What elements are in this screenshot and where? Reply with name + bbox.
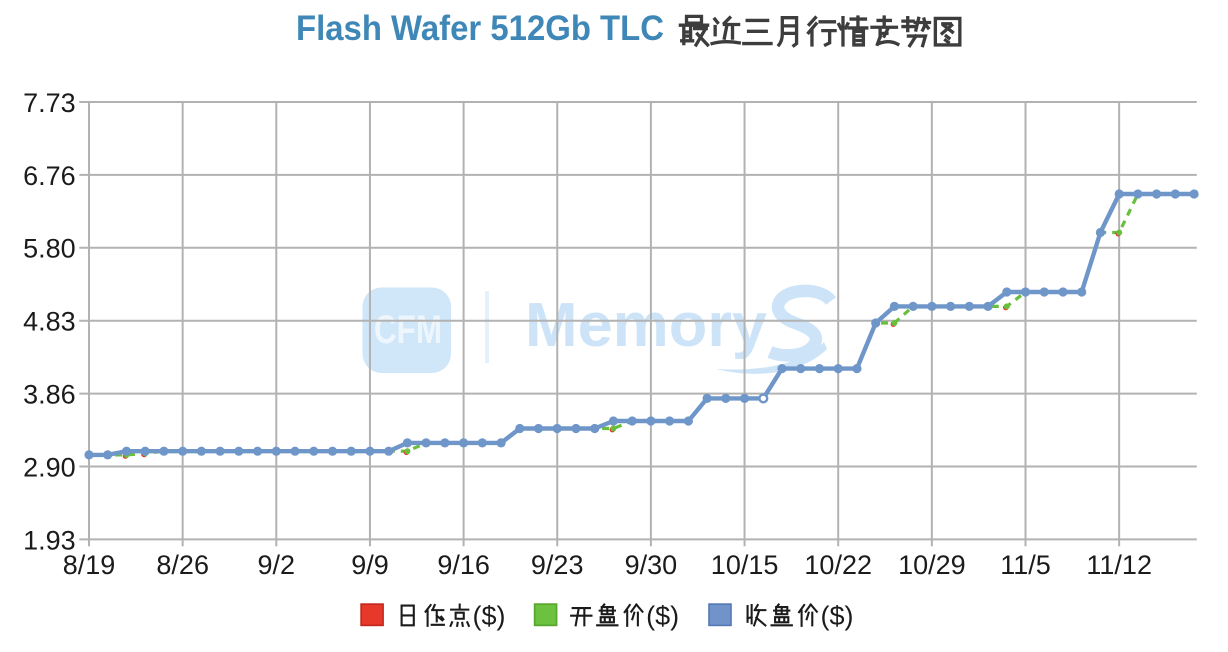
svg-text:9/2: 9/2 bbox=[258, 550, 296, 580]
svg-text:($): ($) bbox=[646, 601, 679, 631]
svg-text:3.86: 3.86 bbox=[23, 380, 76, 410]
svg-text:11/12: 11/12 bbox=[1086, 550, 1152, 580]
svg-text:($): ($) bbox=[473, 601, 506, 631]
svg-text:8/26: 8/26 bbox=[156, 550, 209, 580]
svg-text:Memory: Memory bbox=[525, 291, 768, 360]
svg-text:1.93: 1.93 bbox=[23, 525, 76, 555]
svg-text:8/19: 8/19 bbox=[63, 550, 116, 580]
svg-text:7.73: 7.73 bbox=[23, 88, 76, 118]
svg-text:9/23: 9/23 bbox=[531, 550, 584, 580]
svg-text:Flash Wafer 512Gb TLC: Flash Wafer 512Gb TLC bbox=[296, 9, 664, 48]
svg-text:9/30: 9/30 bbox=[625, 550, 678, 580]
svg-text:10/29: 10/29 bbox=[898, 550, 966, 580]
svg-text:4.83: 4.83 bbox=[23, 307, 76, 337]
svg-text:10/15: 10/15 bbox=[711, 550, 779, 580]
svg-text:2.90: 2.90 bbox=[23, 452, 76, 482]
svg-text:9/9: 9/9 bbox=[351, 550, 389, 580]
svg-text:6.76: 6.76 bbox=[23, 161, 76, 191]
svg-text:($): ($) bbox=[821, 601, 854, 631]
svg-text:11/5: 11/5 bbox=[1000, 550, 1051, 580]
svg-text:10/22: 10/22 bbox=[804, 550, 872, 580]
svg-text:9/16: 9/16 bbox=[437, 550, 490, 580]
svg-text:CFM: CFM bbox=[374, 308, 442, 352]
svg-text:5.80: 5.80 bbox=[23, 234, 76, 264]
